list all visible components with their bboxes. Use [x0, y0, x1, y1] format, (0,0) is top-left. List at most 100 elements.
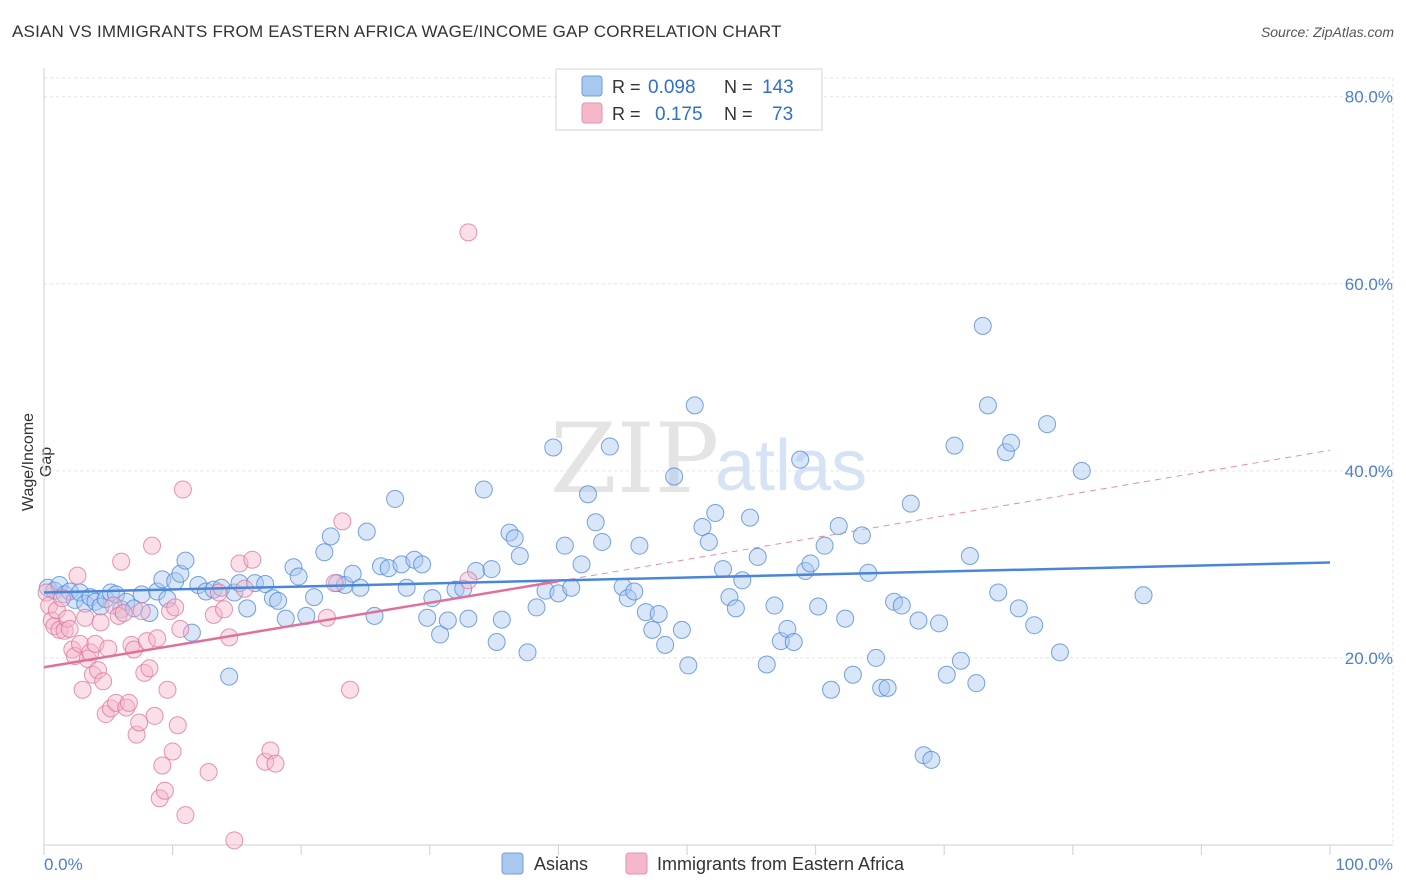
series-1-point-68	[325, 574, 344, 593]
bottom-legend-label-asians: Asians	[534, 854, 588, 874]
series-1-point-46	[155, 781, 174, 800]
series-1-point-27	[107, 693, 126, 712]
series-1-point-47	[158, 680, 177, 699]
series-0-point-127	[901, 494, 920, 513]
series-1-point-31	[117, 698, 136, 717]
series-0-point-61	[438, 611, 457, 630]
series-0-point-69	[492, 610, 511, 629]
series-0-point-109	[778, 619, 797, 638]
series-0-point-114	[809, 597, 828, 616]
series-0-point-43	[315, 543, 334, 562]
series-0-point-92	[656, 635, 675, 654]
series-0-point-80	[572, 555, 591, 574]
chart-title: ASIAN VS IMMIGRANTS FROM EASTERN AFRICA …	[12, 22, 782, 41]
series-0-point-58	[418, 608, 437, 627]
legend-n-value-asians: 143	[762, 77, 794, 98]
series-0-point-86	[618, 589, 637, 608]
series-0-point-72	[510, 546, 529, 565]
series-0-point-73	[518, 643, 537, 662]
series-0-point-53	[386, 489, 405, 508]
watermark-zip: ZIP	[550, 403, 719, 515]
y-tick-label-20: 20.0%	[1345, 649, 1393, 668]
series-0-point-24	[176, 551, 195, 570]
series-0-point-97	[693, 517, 712, 536]
series-0-point-42	[305, 588, 324, 607]
series-0-point-84	[600, 437, 619, 456]
y-tick-labels: 20.0% 40.0% 60.0% 80.0%	[1345, 88, 1393, 668]
series-1-point-36	[130, 713, 149, 732]
series-1-point-55	[199, 763, 218, 782]
series-1-point-9	[60, 619, 79, 638]
series-0-point-96	[685, 396, 704, 415]
series-1-point-21	[91, 613, 110, 632]
bottom-legend-swatch-asians	[501, 852, 524, 875]
series-1-point-30	[114, 604, 133, 623]
series-0-point-94	[672, 620, 691, 639]
legend-swatch-asians	[581, 75, 603, 97]
series-1-trend-line	[43, 579, 559, 669]
series-0-point-136	[967, 674, 986, 693]
series-0-point-113	[801, 554, 820, 573]
series-0-point-122	[867, 648, 886, 667]
series-1-point-53	[173, 480, 192, 499]
series-0-point-51	[371, 557, 390, 576]
series-0-point-104	[741, 508, 760, 527]
series-0-point-103	[733, 571, 752, 590]
series-0-point-111	[791, 450, 810, 469]
legend-swatch-eastern-africa	[581, 102, 603, 124]
series-0-point-145	[1050, 643, 1069, 662]
series-0-point-140	[996, 443, 1015, 462]
series-0-point-57	[413, 555, 432, 574]
series-0-point-132	[937, 665, 956, 684]
series-1-point-66	[266, 754, 285, 773]
series-1-point-25	[101, 699, 120, 718]
series-0-point-134	[951, 651, 970, 670]
series-0-point-64	[459, 609, 478, 628]
y-tick-label-60: 60.0%	[1345, 275, 1393, 294]
series-0-point-128	[909, 611, 928, 630]
series-0-point-40	[289, 567, 308, 586]
series-0-point-33	[238, 599, 257, 618]
legend-n-label-asians: N =	[724, 77, 753, 97]
series-1-point-26	[104, 596, 123, 615]
series-0-point-25	[182, 623, 201, 642]
series-0-point-71	[505, 529, 524, 548]
series-0-point-105	[748, 547, 767, 566]
series-1-point-51	[168, 716, 187, 735]
source-credit: Source: ZipAtlas.com	[1260, 24, 1394, 40]
series-1-point-50	[166, 598, 185, 617]
series-0-point-146	[1072, 461, 1091, 480]
series-0-point-93	[665, 467, 684, 486]
y-tick-label-40: 40.0%	[1345, 462, 1393, 481]
series-0-point-87	[625, 582, 644, 601]
series-0-point-119	[843, 665, 862, 684]
bottom-legend: Asians Immigrants from Eastern Africa	[501, 852, 905, 875]
series-0-point-130	[922, 750, 941, 769]
series-1-point-23	[96, 705, 115, 724]
series-1-point-32	[119, 693, 138, 712]
series-0-point-39	[284, 558, 303, 577]
series-1-point-58	[215, 600, 234, 619]
series-1-point-14	[73, 680, 92, 699]
series-0-point-79	[562, 578, 581, 597]
series-0-point-143	[1025, 616, 1044, 635]
series-0-point-17	[132, 585, 151, 604]
series-1-point-12	[68, 566, 87, 585]
series-0-point-55	[397, 578, 416, 597]
series-0-point-68	[487, 633, 506, 652]
data-points	[37, 223, 1331, 850]
series-1-point-28	[109, 606, 128, 625]
series-0-point-131	[930, 614, 949, 633]
series-0-point-82	[586, 513, 605, 532]
series-1-point-52	[171, 619, 190, 638]
series-0-point-120	[852, 526, 871, 545]
series-0-point-83	[593, 532, 612, 551]
series-1-point-22	[94, 672, 113, 691]
series-0-point-65	[467, 561, 486, 580]
series-0-point-126	[892, 596, 911, 615]
legend-n-value-eastern-africa: 73	[772, 104, 793, 125]
series-0-point-124	[878, 678, 897, 697]
series-0-point-101	[720, 588, 739, 607]
series-0-point-49	[357, 522, 376, 541]
